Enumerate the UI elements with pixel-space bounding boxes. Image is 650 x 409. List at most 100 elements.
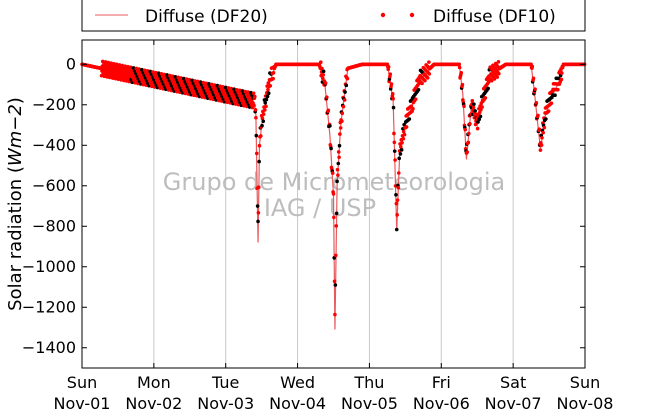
data-point (266, 81, 271, 85)
data-point (123, 64, 127, 68)
data-point (480, 105, 484, 109)
data-point (343, 90, 347, 94)
data-point (553, 93, 557, 98)
data-point (411, 106, 415, 111)
data-point (466, 140, 471, 145)
plot-frame (81, 39, 586, 369)
grid (153, 40, 514, 368)
y-axis-label-exp: −2 (5, 104, 26, 131)
data-point (320, 66, 324, 71)
data-point (184, 77, 189, 81)
data-point (391, 96, 395, 101)
data-point (392, 140, 397, 145)
data-point (260, 116, 265, 121)
data-point (331, 192, 336, 196)
data-point (342, 98, 347, 102)
data-point (345, 76, 350, 81)
data-point (462, 104, 466, 109)
data-point (486, 86, 490, 91)
data-point (475, 126, 480, 131)
data-point (263, 108, 267, 112)
data-point (392, 131, 396, 136)
data-point (264, 97, 269, 102)
data-point (126, 64, 130, 69)
data-point (120, 63, 125, 68)
x-tick-label-day: Fri (432, 373, 451, 392)
data-point (396, 171, 401, 175)
data-point (560, 71, 564, 75)
x-tick-label-day: Thu (353, 373, 384, 392)
data-point (333, 283, 338, 287)
data-point (209, 82, 214, 87)
data-point (407, 117, 412, 121)
data-point (541, 130, 545, 135)
y-tick-label: 0 (66, 54, 76, 73)
data-point (395, 198, 400, 202)
data-point (495, 75, 500, 79)
data-point (478, 114, 483, 119)
series-layer (80, 59, 587, 330)
data-point (266, 91, 271, 96)
data-point (468, 122, 472, 126)
data-point (321, 73, 326, 77)
x-tick-label-date: Nov-03 (197, 394, 254, 409)
data-point (402, 122, 406, 127)
data-point (271, 71, 276, 75)
data-point (427, 72, 432, 76)
data-point (492, 77, 497, 81)
data-point (254, 133, 259, 138)
x-tick-label-date: Nov-06 (413, 394, 470, 409)
data-point (168, 73, 172, 78)
data-point (251, 101, 255, 105)
data-point (542, 125, 547, 130)
data-point (409, 104, 414, 108)
y-axis-label-close: ) (5, 97, 26, 104)
data-point (142, 68, 147, 73)
data-point (544, 117, 548, 121)
legend-swatch-df10-b (409, 12, 415, 18)
data-point (466, 131, 471, 136)
data-point (489, 78, 494, 83)
data-point (477, 117, 482, 121)
x-tick-label-day: Wed (280, 373, 315, 392)
data-point (232, 87, 236, 91)
data-point (204, 81, 208, 86)
data-point (257, 159, 261, 164)
plot-area: Grupo de Micrometeorologia IAG / USP 0−2… (22, 39, 613, 409)
data-point (321, 76, 325, 81)
data-point (201, 80, 206, 85)
data-point (261, 119, 266, 124)
data-point (540, 135, 544, 140)
data-point (253, 94, 257, 99)
data-point (335, 167, 340, 172)
data-point (459, 70, 464, 75)
data-point (397, 156, 401, 161)
data-point (330, 171, 335, 175)
x-tick-label-day: Sat (500, 373, 526, 392)
data-point (260, 123, 264, 128)
x-tick-label-day: Tue (211, 373, 239, 392)
data-point (131, 66, 136, 70)
data-point (240, 89, 245, 93)
x-tick-label-day: Mon (137, 373, 171, 392)
data-point (176, 75, 181, 80)
data-point (344, 83, 349, 88)
data-point (190, 78, 194, 83)
y-axis-label-math: Wm (5, 131, 26, 166)
data-point (109, 61, 113, 65)
data-point (252, 103, 256, 108)
data-point (497, 71, 501, 76)
data-point (546, 109, 551, 113)
y-tick-label: −1200 (22, 297, 76, 316)
data-point (471, 105, 476, 110)
data-point (154, 70, 158, 75)
data-point (195, 79, 200, 84)
data-point (103, 60, 108, 64)
data-point (457, 65, 462, 70)
data-point (394, 201, 399, 206)
data-point (261, 112, 266, 116)
legend-box (81, 0, 586, 32)
data-point (340, 111, 345, 116)
data-point (256, 211, 261, 215)
